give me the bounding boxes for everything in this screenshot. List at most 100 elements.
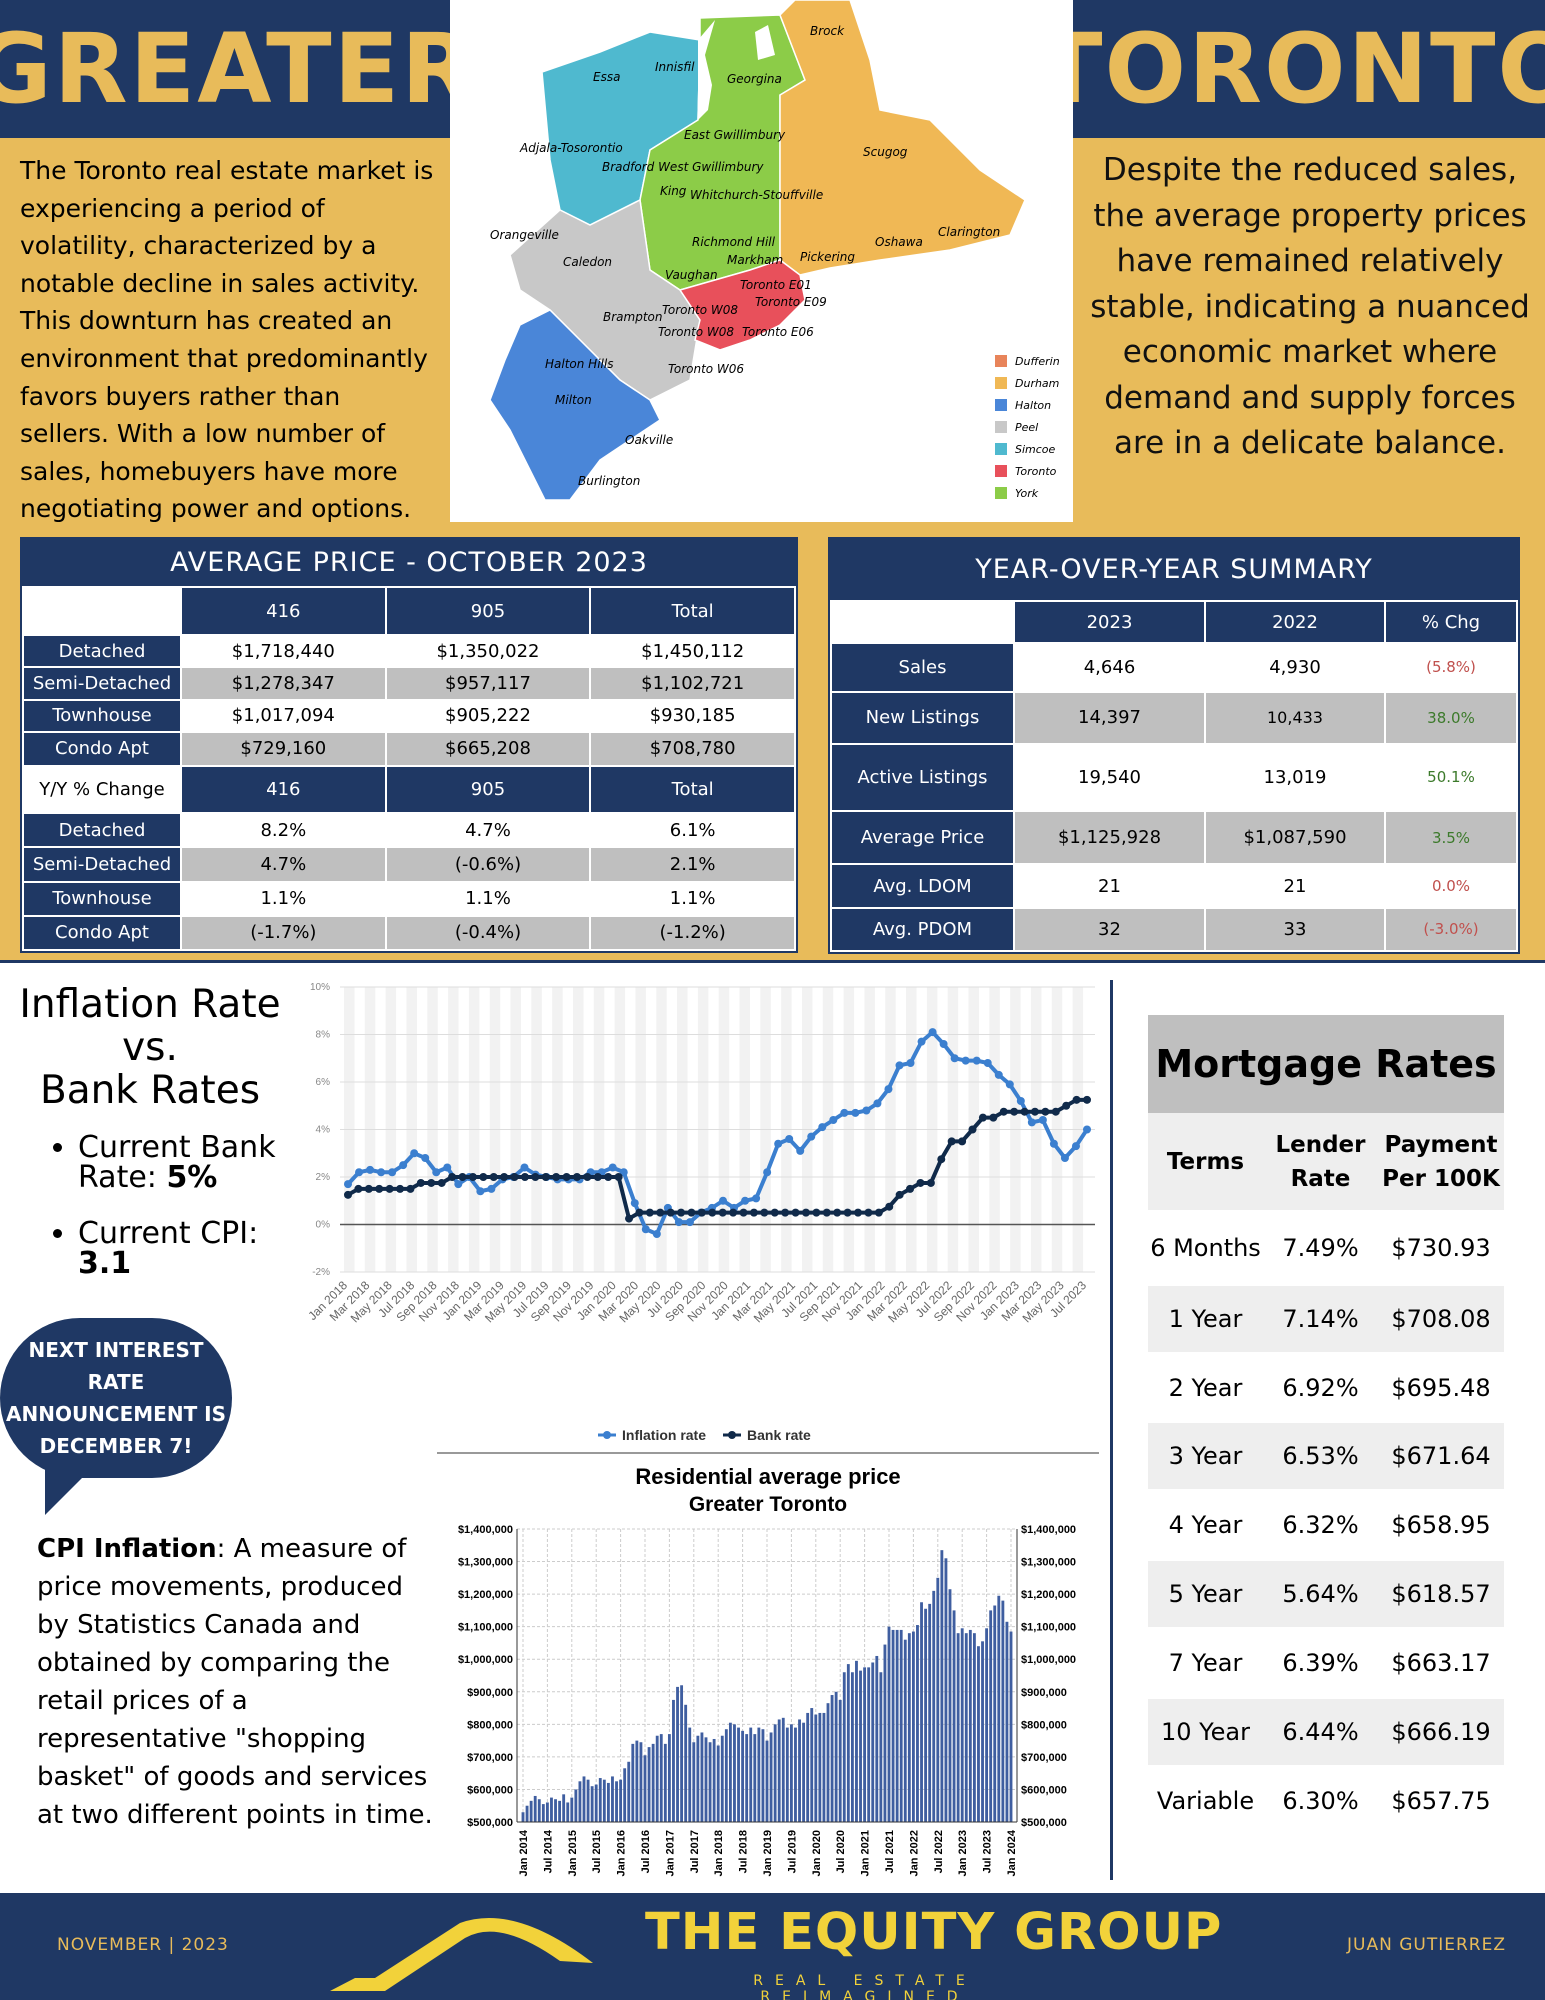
map-label: Milton bbox=[555, 393, 592, 407]
bar bbox=[680, 1685, 684, 1822]
mortgage-row: 2 Year 6.92% $695.48 bbox=[1148, 1352, 1504, 1423]
bar bbox=[672, 1699, 675, 1822]
data-point bbox=[410, 1149, 419, 1158]
x-tick-label: Jan 2024 bbox=[1006, 1829, 1018, 1876]
term: 3 Year bbox=[1148, 1423, 1263, 1489]
data-point bbox=[873, 1099, 882, 1108]
map-label: Toronto W06 bbox=[668, 362, 745, 376]
rate: 6.39% bbox=[1282, 1649, 1359, 1677]
bar bbox=[948, 1589, 952, 1822]
map-label: Brock bbox=[810, 24, 845, 38]
table-row: Active Listings 19,540 13,019 50.1% bbox=[830, 742, 1518, 813]
map-label: East Gwillimbury bbox=[684, 128, 786, 142]
mortgage-row: 5 Year 5.64% $618.57 bbox=[1148, 1561, 1504, 1627]
bar bbox=[684, 1704, 688, 1822]
cell: (-0.4%) bbox=[384, 914, 592, 952]
data-point bbox=[968, 1125, 977, 1134]
bar bbox=[578, 1781, 582, 1822]
bar bbox=[989, 1610, 993, 1822]
house-roof-logo bbox=[330, 1918, 593, 1991]
bar bbox=[781, 1717, 785, 1822]
bar bbox=[619, 1779, 623, 1822]
bar bbox=[692, 1742, 696, 1822]
footer-date: NOVEMBER | 2023 bbox=[57, 1935, 229, 1955]
data-point bbox=[1010, 1107, 1019, 1116]
cpi-term: CPI Inflation bbox=[37, 1534, 217, 1564]
rate: 7.49% bbox=[1282, 1234, 1359, 1262]
bar bbox=[757, 1727, 761, 1822]
data-point bbox=[874, 1208, 883, 1217]
region-toronto bbox=[678, 259, 806, 351]
y-tick-label-right: $500,000 bbox=[1021, 1817, 1067, 1829]
inflation-heading: Inflation Rate vs. Bank Rates bbox=[0, 983, 300, 1112]
y-tick-label: $1,000,000 bbox=[458, 1654, 513, 1666]
bar bbox=[720, 1735, 724, 1822]
x-tick-label: Jan 2014 bbox=[518, 1829, 530, 1876]
map-label: Oakville bbox=[625, 433, 674, 447]
bar bbox=[582, 1776, 586, 1822]
data-point bbox=[760, 1208, 769, 1217]
data-point bbox=[427, 1178, 436, 1187]
cell: $905,222 bbox=[384, 698, 592, 733]
bar bbox=[574, 1789, 578, 1822]
row-label: Townhouse bbox=[22, 880, 182, 917]
data-point bbox=[1062, 1101, 1071, 1110]
yoy-grid: 2023 2022 % Chg Sales 4,646 4,930 (5.8%)… bbox=[830, 599, 1518, 953]
bar bbox=[785, 1727, 789, 1822]
data-point bbox=[1060, 1154, 1069, 1162]
table-row: Condo Apt (-1.7%) (-0.4%) (-1.2%) bbox=[22, 914, 796, 952]
data-point bbox=[489, 1173, 498, 1181]
row-label: Condo Apt bbox=[22, 730, 182, 767]
map-label: Bradford West Gwillimbury bbox=[602, 160, 764, 174]
bar bbox=[867, 1667, 871, 1822]
rate: 6.44% bbox=[1263, 1699, 1378, 1765]
bar bbox=[907, 1633, 911, 1822]
row-label: Semi-Detached bbox=[22, 666, 182, 701]
x-tick-label: Jan 2015 bbox=[567, 1830, 579, 1876]
bar bbox=[704, 1737, 708, 1822]
data-point bbox=[432, 1168, 441, 1177]
cell: $957,117 bbox=[384, 666, 592, 701]
data-point bbox=[687, 1208, 696, 1217]
rate: 6.92% bbox=[1282, 1373, 1359, 1402]
data-point bbox=[625, 1214, 634, 1223]
y-tick-label: 4% bbox=[316, 1125, 331, 1136]
rate: 7.14% bbox=[1263, 1286, 1378, 1352]
data-point bbox=[635, 1208, 644, 1217]
y-tick-label-right: $1,200,000 bbox=[1021, 1589, 1076, 1601]
data-point bbox=[645, 1208, 654, 1217]
y-tick-label: $1,400,000 bbox=[458, 1524, 513, 1536]
map-label: Clarington bbox=[938, 225, 1001, 239]
data-point bbox=[406, 1184, 415, 1193]
data-point bbox=[833, 1208, 842, 1217]
bar bbox=[590, 1786, 594, 1822]
bar bbox=[834, 1691, 838, 1822]
bar bbox=[798, 1719, 801, 1822]
mortgage-title: Mortgage Rates bbox=[1148, 1015, 1504, 1113]
payment: $695.48 bbox=[1391, 1373, 1491, 1402]
rate-bullets: Current Bank Rate: 5% Current CPI: 3.1 bbox=[42, 1133, 292, 1279]
pct-change: (-3.0%) bbox=[1384, 906, 1518, 953]
bar bbox=[533, 1795, 537, 1822]
bar bbox=[802, 1722, 806, 1822]
bank-rate-label: Current Bank Rate: bbox=[78, 1130, 276, 1195]
cell: (-1.7%) bbox=[180, 914, 387, 952]
data-point bbox=[961, 1056, 970, 1065]
payment: $657.75 bbox=[1391, 1787, 1491, 1815]
bar bbox=[733, 1724, 736, 1822]
data-point bbox=[399, 1161, 408, 1170]
data-point bbox=[619, 1168, 628, 1177]
x-tick-label: Jul 2018 bbox=[738, 1830, 750, 1873]
data-point bbox=[843, 1208, 852, 1217]
bar bbox=[627, 1761, 631, 1822]
bar bbox=[993, 1605, 997, 1822]
chart-title: Residential average price bbox=[635, 1464, 900, 1489]
data-point bbox=[708, 1208, 717, 1217]
bar bbox=[737, 1727, 740, 1822]
data-point bbox=[829, 1116, 838, 1124]
rate: 6.30% bbox=[1282, 1787, 1359, 1815]
y-tick-label: $900,000 bbox=[467, 1687, 513, 1699]
data-point bbox=[364, 1184, 373, 1193]
table-row: Semi-Detached $1,278,347 $957,117 $1,102… bbox=[22, 666, 796, 701]
data-point bbox=[741, 1196, 750, 1205]
